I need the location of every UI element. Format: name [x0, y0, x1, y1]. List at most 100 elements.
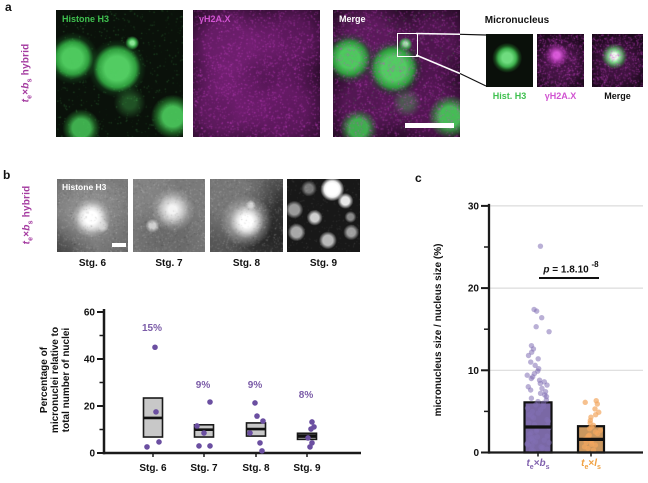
c-data-point [546, 440, 551, 445]
c-data-point [525, 405, 530, 410]
b-y-axis-title: Percentage ofmicronuclei relative totota… [39, 327, 72, 433]
charts-layer: 0 20 40 60 Percentage ofmicronuclei relative… [0, 0, 648, 483]
panel-a-label: a [5, 0, 12, 14]
b-data-point [156, 439, 162, 445]
p-equals: = [549, 264, 560, 275]
c-data-point [538, 381, 543, 386]
hybrid-b: b [22, 224, 33, 230]
c-data-point [531, 415, 536, 420]
b-data-point [207, 399, 213, 405]
c-data-point [538, 243, 543, 248]
group-b-sub: s [546, 464, 550, 471]
b-data-point [309, 419, 315, 425]
inset-hist-h3-label: Hist. H3 [482, 91, 537, 101]
c-data-point [529, 376, 534, 381]
c-data-point [533, 402, 538, 407]
b-percent-label: 8% [299, 390, 314, 401]
c-y-tick-label: 20 [468, 284, 480, 295]
c-data-point [587, 426, 592, 431]
b-x-category-label: Stg. 6 [139, 463, 167, 474]
c-data-point [536, 410, 541, 415]
c-data-point [541, 437, 546, 442]
hybrid-t-sub: e [27, 95, 34, 99]
c-y-tick-label: 0 [473, 448, 479, 459]
hybrid-times: × [22, 231, 33, 237]
stage-8-label: Stg. 8 [210, 258, 283, 269]
p-mantissa: 1.8.10 [561, 264, 589, 275]
callout-line-bottom [416, 55, 460, 74]
group-l-sub: s [597, 464, 601, 471]
c-data-point [528, 359, 533, 364]
c-data-point [593, 442, 598, 447]
p-value-annotation: p = 1.8.10 -8 [532, 261, 610, 275]
inset-merge-label: Merge [592, 91, 643, 101]
b-data-point [259, 448, 265, 454]
c-y-tick-label: 10 [468, 366, 480, 377]
hybrid-rest: hybrid [22, 186, 33, 221]
panel-c-label: c [415, 171, 422, 185]
callout-line-top [460, 34, 486, 35]
b-y-tick-label: 60 [84, 308, 96, 319]
b-data-point [257, 440, 263, 446]
p-exponent: -8 [591, 260, 598, 269]
c-data-point [585, 446, 590, 451]
hybrid-t-sub: e [28, 237, 35, 241]
b-data-point [194, 423, 200, 429]
b-data-point [307, 444, 313, 450]
b-x-category-label: Stg. 8 [242, 463, 270, 474]
b-data-point [305, 435, 311, 441]
c-data-point [535, 356, 540, 361]
c-data-point [528, 387, 533, 392]
c-data-point [533, 324, 538, 329]
hybrid-t: t [21, 99, 32, 103]
c-data-point [539, 446, 544, 451]
hybrid-b: b [21, 82, 32, 88]
b-percent-label: 9% [248, 380, 263, 391]
b-x-category-label: Stg. 7 [190, 463, 218, 474]
stage-9-label: Stg. 9 [287, 258, 360, 269]
b-data-point [254, 413, 260, 419]
c-data-point [533, 439, 538, 444]
c-data-point [545, 447, 550, 452]
stage-7-label: Stg. 7 [133, 258, 205, 269]
b-data-point [252, 400, 258, 406]
hybrid-rest: hybrid [21, 44, 32, 79]
hybrid-b-sub: s [27, 78, 34, 82]
b-data-point [196, 443, 202, 449]
group-label-tels: te×ls [581, 458, 601, 471]
callout-line-top [416, 34, 460, 35]
panel-b-label: b [3, 168, 10, 182]
stage-6-label: Stg. 6 [57, 258, 128, 269]
b-x-category-label: Stg. 9 [293, 463, 321, 474]
b-data-point [152, 344, 158, 350]
c-data-point [595, 431, 600, 436]
panel-b-side-label: te×bs hybrid [22, 186, 35, 245]
hybrid-b-sub: s [28, 220, 35, 224]
b-y-tick-label: 0 [89, 449, 95, 460]
b-data-point [247, 430, 253, 436]
b-data-point [144, 444, 150, 450]
figure-page: a te×bs hybrid Histone H3 γH2A.X Merge M… [0, 0, 648, 483]
panel-a-side-label: te×bs hybrid [21, 44, 34, 103]
micronucleus-inset-title: Micronucleus [462, 15, 572, 26]
hybrid-t: t [22, 241, 33, 245]
b-data-point [260, 418, 266, 424]
callout-line-bottom [460, 74, 486, 87]
c-data-point [544, 382, 549, 387]
significance-bar [539, 277, 599, 279]
c-data-point [534, 308, 539, 313]
hybrid-times: × [21, 89, 32, 95]
c-data-point [534, 428, 539, 433]
c-data-point [545, 419, 550, 424]
c-data-point [529, 396, 534, 401]
b-data-point [153, 409, 159, 415]
c-data-point [593, 412, 598, 417]
inset-gh2ax-label: γH2A.X [534, 91, 587, 101]
b-data-point [207, 443, 213, 449]
c-y-axis-title: micronucleus size / nucleus size (%) [433, 244, 444, 417]
c-data-point [583, 400, 588, 405]
b-data-point [308, 426, 314, 432]
b-y-tick-label: 40 [84, 355, 96, 366]
c-data-point [539, 315, 544, 320]
c-data-point [546, 329, 551, 334]
